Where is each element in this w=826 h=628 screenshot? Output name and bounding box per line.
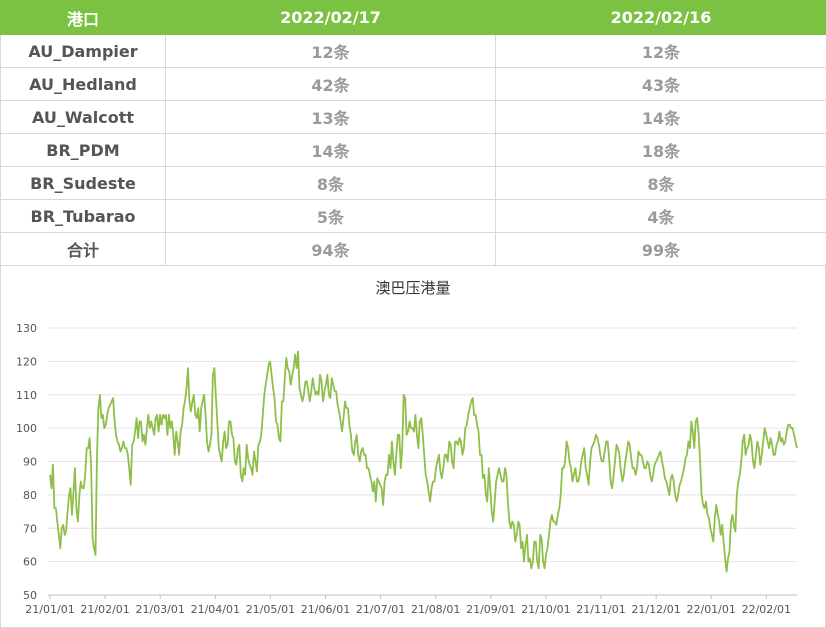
y-tick-label: 130 bbox=[16, 322, 37, 335]
chart-title: 澳巴压港量 bbox=[375, 279, 450, 297]
y-tick-label: 60 bbox=[23, 556, 37, 569]
value-cell: 5条 bbox=[165, 199, 496, 233]
x-axis: 21/01/01 21/02/01 21/03/01 21/04/01 21/05/01… bbox=[25, 595, 791, 616]
value-cell: 14条 bbox=[495, 100, 826, 134]
x-tick-label: 21/05/01 bbox=[246, 603, 295, 616]
value-cell: 8条 bbox=[495, 166, 826, 200]
value-cell: 12条 bbox=[495, 34, 826, 68]
value-cell: 8条 bbox=[165, 166, 496, 200]
y-tick-label: 110 bbox=[16, 389, 37, 402]
value-cell: 4条 bbox=[495, 199, 826, 233]
x-tick-label: 21/09/01 bbox=[466, 603, 515, 616]
value-cell: 42条 bbox=[165, 67, 496, 101]
port-cell: BR_Tubarao bbox=[0, 199, 166, 233]
port-table: 港口 2022/02/17 2022/02/16 AU_Dampier 12条 12… bbox=[0, 0, 826, 266]
table-header-row: 港口 2022/02/17 2022/02/16 bbox=[0, 0, 826, 35]
x-tick-label: 21/11/01 bbox=[576, 603, 625, 616]
table-row: AU_Dampier 12条 12条 bbox=[0, 34, 826, 68]
y-axis: 50 60 70 80 90 100 110 120 130 bbox=[16, 322, 37, 602]
x-tick-label: 21/07/01 bbox=[356, 603, 405, 616]
value-cell: 13条 bbox=[165, 100, 496, 134]
table-row: AU_Walcott 13条 14条 bbox=[0, 100, 826, 134]
value-cell: 18条 bbox=[495, 133, 826, 167]
y-tick-label: 120 bbox=[16, 355, 37, 368]
header-port: 港口 bbox=[0, 0, 166, 35]
port-cell: AU_Dampier bbox=[0, 34, 166, 68]
value-cell: 43条 bbox=[495, 67, 826, 101]
x-tick-label: 22/01/01 bbox=[686, 603, 735, 616]
table-row: AU_Hedland 42条 43条 bbox=[0, 67, 826, 101]
x-tick-label: 21/10/01 bbox=[521, 603, 570, 616]
y-tick-label: 100 bbox=[16, 422, 37, 435]
port-cell: BR_PDM bbox=[0, 133, 166, 167]
x-tick-label: 21/04/01 bbox=[191, 603, 240, 616]
x-tick-label: 21/08/01 bbox=[411, 603, 460, 616]
total-label-cell: 合计 bbox=[0, 232, 166, 266]
series-group bbox=[49, 350, 798, 573]
table-row: BR_PDM 14条 18条 bbox=[0, 133, 826, 167]
total-value-cell: 99条 bbox=[495, 232, 826, 266]
port-cell: BR_Sudeste bbox=[0, 166, 166, 200]
x-tick-label: 21/06/01 bbox=[301, 603, 350, 616]
header-date-2: 2022/02/16 bbox=[495, 0, 826, 35]
y-tick-label: 70 bbox=[23, 522, 37, 535]
x-tick-label: 21/03/01 bbox=[135, 603, 184, 616]
table-row: BR_Sudeste 8条 8条 bbox=[0, 166, 826, 200]
header-date-1: 2022/02/17 bbox=[165, 0, 496, 35]
table-row: BR_Tubarao 5条 4条 bbox=[0, 199, 826, 233]
y-tick-label: 80 bbox=[23, 489, 37, 502]
total-value-cell: 94条 bbox=[165, 232, 496, 266]
table-row-total: 合计 94条 99条 bbox=[0, 232, 826, 266]
x-tick-label: 22/02/01 bbox=[742, 603, 791, 616]
y-tick-label: 90 bbox=[23, 456, 37, 469]
x-tick-label: 21/02/01 bbox=[80, 603, 129, 616]
x-tick-label: 21/12/01 bbox=[631, 603, 680, 616]
port-cell: AU_Walcott bbox=[0, 100, 166, 134]
x-tick-label: 21/01/01 bbox=[25, 603, 74, 616]
value-cell: 14条 bbox=[165, 133, 496, 167]
series-line bbox=[49, 350, 798, 573]
value-cell: 12条 bbox=[165, 34, 496, 68]
y-tick-label: 50 bbox=[23, 589, 37, 602]
port-cell: AU_Hedland bbox=[0, 67, 166, 101]
